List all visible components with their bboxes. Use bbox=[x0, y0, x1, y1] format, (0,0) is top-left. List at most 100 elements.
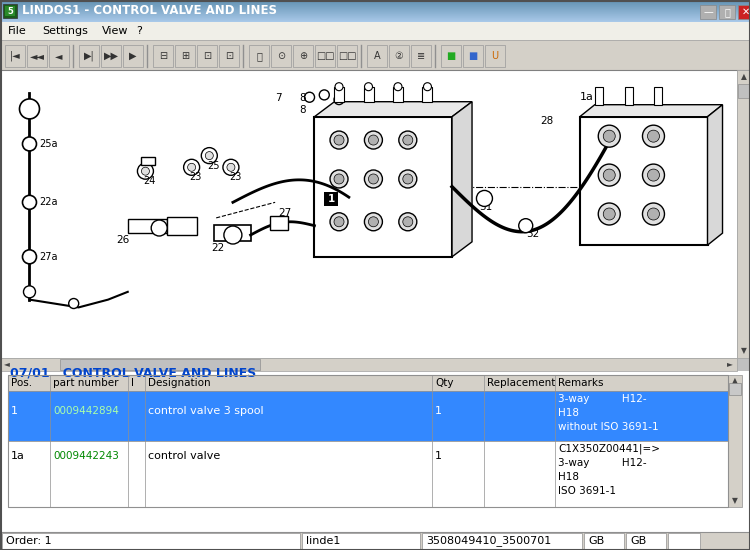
Polygon shape bbox=[707, 104, 722, 245]
Bar bbox=[485, 45, 505, 67]
Text: 0009442894: 0009442894 bbox=[53, 406, 118, 416]
Bar bbox=[315, 45, 335, 67]
Bar bbox=[0, 70, 737, 358]
Circle shape bbox=[364, 213, 382, 231]
Text: 31: 31 bbox=[479, 202, 493, 212]
Text: □□: □□ bbox=[338, 51, 356, 61]
Text: 25a: 25a bbox=[40, 139, 58, 149]
Text: ►: ► bbox=[727, 360, 733, 368]
Text: ⬜: ⬜ bbox=[724, 7, 730, 17]
Circle shape bbox=[69, 299, 79, 309]
Circle shape bbox=[137, 163, 154, 179]
Circle shape bbox=[647, 130, 659, 142]
Text: 5: 5 bbox=[7, 7, 13, 15]
Text: —: — bbox=[704, 7, 712, 17]
Text: 32: 32 bbox=[526, 229, 539, 239]
Bar bbox=[5, 6, 15, 16]
Text: 22a: 22a bbox=[40, 197, 58, 207]
Text: H18: H18 bbox=[558, 408, 579, 418]
Text: without ISO 3691-1: without ISO 3691-1 bbox=[558, 422, 658, 432]
Bar bbox=[0, 371, 750, 532]
Bar bbox=[0, 13, 750, 14]
Circle shape bbox=[643, 164, 664, 186]
Text: 07/01   CONTROL VALVE AND LINES: 07/01 CONTROL VALVE AND LINES bbox=[10, 366, 256, 379]
Circle shape bbox=[335, 82, 343, 91]
Circle shape bbox=[647, 169, 659, 181]
Bar bbox=[5, 45, 25, 67]
Bar bbox=[79, 45, 99, 67]
Circle shape bbox=[334, 135, 344, 145]
Bar bbox=[580, 117, 707, 245]
Circle shape bbox=[399, 213, 417, 231]
Text: 1: 1 bbox=[435, 406, 442, 416]
Bar bbox=[0, 21, 750, 22]
Text: 8: 8 bbox=[300, 93, 306, 103]
Bar bbox=[337, 45, 357, 67]
Text: Settings: Settings bbox=[42, 26, 88, 36]
Circle shape bbox=[224, 226, 242, 244]
Bar bbox=[0, 358, 737, 371]
Bar bbox=[668, 533, 700, 549]
Text: ▼: ▼ bbox=[740, 346, 746, 355]
Text: C1X350Z00441|=>: C1X350Z00441|=> bbox=[558, 444, 660, 454]
Bar bbox=[197, 45, 217, 67]
Bar bbox=[123, 45, 143, 67]
Text: ▼: ▼ bbox=[732, 497, 738, 505]
Circle shape bbox=[330, 213, 348, 231]
Circle shape bbox=[403, 135, 412, 145]
Bar bbox=[2, 533, 300, 549]
Text: ≣: ≣ bbox=[417, 51, 425, 61]
Circle shape bbox=[334, 217, 344, 227]
Circle shape bbox=[368, 217, 379, 227]
Circle shape bbox=[364, 82, 373, 91]
Bar bbox=[729, 383, 741, 395]
Circle shape bbox=[304, 92, 314, 102]
Bar bbox=[0, 532, 750, 550]
Circle shape bbox=[364, 131, 382, 149]
Text: ⊕: ⊕ bbox=[299, 51, 307, 61]
Bar bbox=[249, 45, 269, 67]
Text: GB: GB bbox=[630, 536, 646, 546]
Text: File: File bbox=[8, 26, 27, 36]
Text: ■: ■ bbox=[446, 51, 455, 61]
Text: 28: 28 bbox=[541, 117, 554, 126]
Text: 7: 7 bbox=[275, 93, 282, 103]
Bar bbox=[367, 45, 387, 67]
Text: 23: 23 bbox=[190, 172, 202, 182]
Text: 26: 26 bbox=[116, 235, 129, 245]
Text: ▶: ▶ bbox=[129, 51, 136, 61]
Circle shape bbox=[476, 190, 493, 206]
Circle shape bbox=[184, 160, 200, 175]
Bar bbox=[293, 45, 313, 67]
Bar bbox=[0, 40, 750, 70]
Circle shape bbox=[23, 286, 35, 298]
Text: ◄◄: ◄◄ bbox=[29, 51, 44, 61]
Circle shape bbox=[603, 208, 615, 220]
Text: U: U bbox=[491, 51, 499, 61]
Text: 22: 22 bbox=[211, 243, 224, 252]
Circle shape bbox=[368, 174, 379, 184]
Bar bbox=[0, 6, 750, 7]
Bar bbox=[584, 533, 624, 549]
Text: ②: ② bbox=[394, 51, 404, 61]
Text: LINDOS1 - CONTROL VALVE AND LINES: LINDOS1 - CONTROL VALVE AND LINES bbox=[22, 4, 277, 18]
Text: I: I bbox=[131, 378, 134, 388]
Bar bbox=[271, 45, 291, 67]
Polygon shape bbox=[314, 102, 472, 117]
Text: |◄: |◄ bbox=[10, 51, 20, 61]
Circle shape bbox=[320, 90, 329, 100]
Circle shape bbox=[603, 130, 615, 142]
Text: 27a: 27a bbox=[40, 252, 58, 262]
Circle shape bbox=[223, 160, 239, 175]
Bar bbox=[719, 5, 735, 19]
Circle shape bbox=[20, 99, 40, 119]
Text: ▶|: ▶| bbox=[84, 51, 94, 61]
Bar bbox=[626, 533, 666, 549]
Bar bbox=[153, 45, 173, 67]
Circle shape bbox=[368, 135, 379, 145]
Circle shape bbox=[330, 131, 348, 149]
Bar bbox=[101, 45, 121, 67]
Circle shape bbox=[403, 217, 412, 227]
Bar bbox=[314, 117, 452, 257]
Circle shape bbox=[598, 164, 620, 186]
